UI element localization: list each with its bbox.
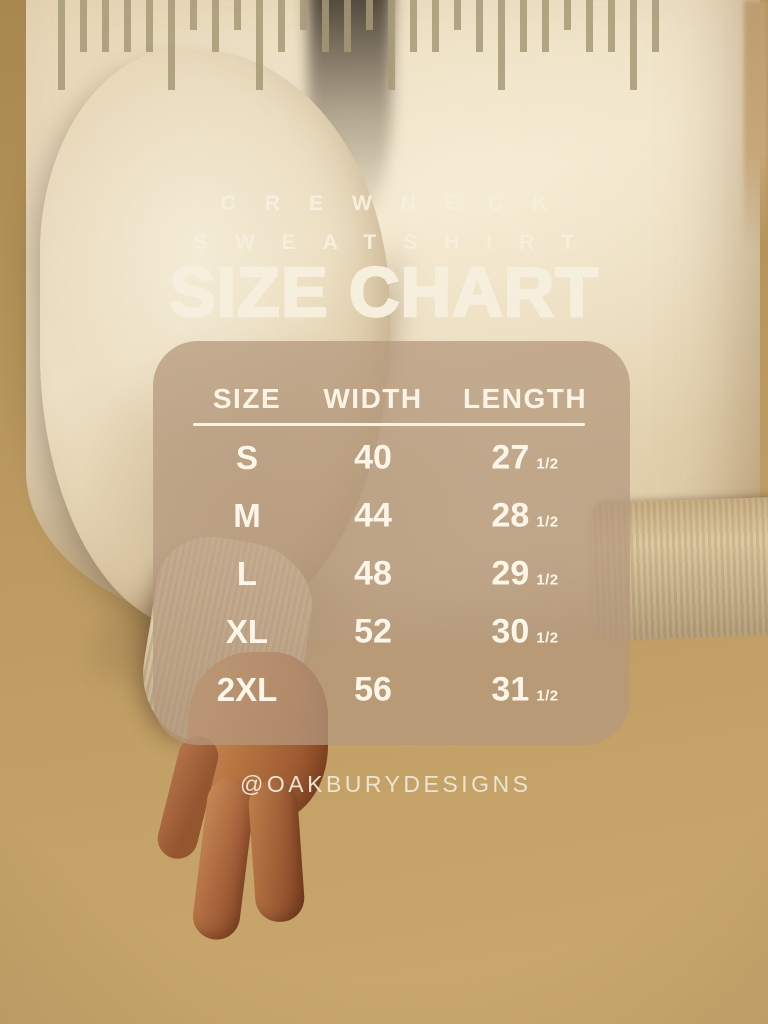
- width-value: 48: [354, 554, 392, 593]
- wall-sliver: [744, 0, 768, 250]
- length-whole: 31: [491, 670, 530, 709]
- page-title: SIZE CHART: [168, 253, 600, 331]
- ruler-bar: [432, 0, 439, 52]
- width-value: 56: [354, 670, 392, 709]
- length-value: 28 1/2: [491, 497, 558, 536]
- ruler-bar: [168, 0, 175, 90]
- ruler-bar: [542, 0, 549, 52]
- ruler-bar: [256, 0, 263, 90]
- size-value: S: [235, 439, 259, 476]
- ruler-bar: [498, 0, 505, 90]
- size-value: M: [233, 497, 261, 534]
- size-value: XL: [225, 613, 269, 650]
- length-fraction: 1/2: [536, 571, 559, 589]
- ruler-bar: [630, 0, 637, 90]
- ruler-bar: [124, 0, 131, 52]
- table-row: L 48 29 1/2: [153, 545, 630, 603]
- length-value: 31 1/2: [491, 671, 558, 710]
- ruler-bar: [234, 0, 241, 30]
- ruler-bar: [366, 0, 373, 30]
- ruler-bar: [190, 0, 197, 30]
- width-value: 52: [354, 612, 392, 651]
- ruler-bar: [586, 0, 593, 52]
- length-whole: 27: [491, 438, 530, 477]
- ruler-bar: [344, 0, 351, 52]
- column-header-width: WIDTH: [323, 383, 423, 414]
- hand-finger: [247, 778, 306, 924]
- brand-handle: @OAKBURYDESIGNS: [240, 771, 532, 797]
- length-value: 29 1/2: [491, 555, 558, 594]
- ruler-bar: [58, 0, 65, 90]
- ruler-bar: [476, 0, 483, 52]
- size-value: L: [236, 555, 258, 592]
- length-whole: 29: [491, 554, 530, 593]
- title-block: CREWNECK SWEATSHIRT SIZE CHART: [0, 192, 768, 331]
- product-name-line1: CREWNECK: [220, 192, 577, 215]
- ruler-bar: [146, 0, 153, 52]
- width-value: 44: [354, 496, 392, 535]
- table-body: S 40 27 1/2 M 44 28 1/2 L 48 29 1/2 XL 52 3…: [153, 429, 630, 719]
- size-chart-panel: SIZE WIDTH LENGTH S 40 27 1/2 M 44 28 1/2 …: [153, 341, 630, 745]
- column-header-size: SIZE: [212, 383, 282, 414]
- length-fraction: 1/2: [536, 629, 559, 647]
- table-row: S 40 27 1/2: [153, 429, 630, 487]
- length-fraction: 1/2: [536, 513, 559, 531]
- length-fraction: 1/2: [536, 455, 559, 473]
- table-row: M 44 28 1/2: [153, 487, 630, 545]
- ruler-bar: [520, 0, 527, 52]
- ruler-bar: [278, 0, 285, 52]
- width-value: 40: [354, 438, 392, 477]
- length-value: 27 1/2: [491, 439, 558, 478]
- length-whole: 30: [491, 612, 530, 651]
- ruler-bar: [388, 0, 395, 90]
- length-whole: 28: [491, 496, 530, 535]
- ruler-bar: [300, 0, 307, 30]
- ruler-bar: [454, 0, 461, 30]
- ruler-bar: [322, 0, 329, 52]
- ruler-bar: [410, 0, 417, 52]
- size-value: 2XL: [216, 671, 278, 708]
- ruler-bar: [564, 0, 571, 30]
- ruler-bars-decoration: [58, 0, 659, 90]
- ruler-bar: [102, 0, 109, 52]
- header-divider: [193, 423, 585, 426]
- ruler-bar: [608, 0, 615, 52]
- ruler-bar: [652, 0, 659, 52]
- column-header-length: LENGTH: [462, 383, 588, 414]
- length-value: 30 1/2: [491, 613, 558, 652]
- ruler-bar: [212, 0, 219, 52]
- ruler-bar: [80, 0, 87, 52]
- product-name-line2: SWEATSHIRT: [193, 231, 602, 254]
- length-fraction: 1/2: [536, 687, 559, 705]
- table-row: 2XL 56 31 1/2: [153, 661, 630, 719]
- table-row: XL 52 30 1/2: [153, 603, 630, 661]
